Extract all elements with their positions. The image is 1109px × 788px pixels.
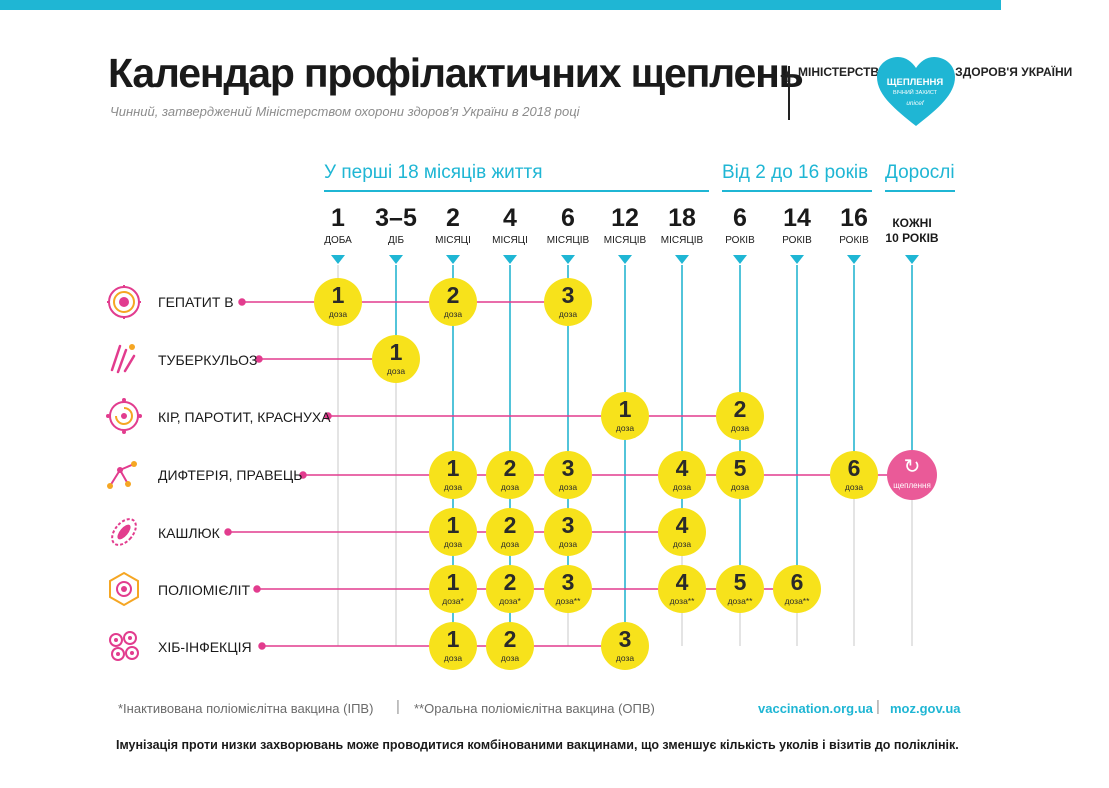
row-label-tuberculosis: ТУБЕРКУЛЬОЗ — [158, 352, 258, 368]
dose-diphtheria-tetanus-4: 4 доза — [658, 451, 706, 499]
unicef-logo: unicef — [906, 100, 924, 107]
footnote-separator: | — [396, 698, 400, 715]
dose-pertussis-3: 3 доза — [544, 508, 592, 556]
dose-polio-6: 6 доза** — [773, 565, 821, 613]
dose-diphtheria-tetanus-2: 2 доза — [486, 451, 534, 499]
dose-hib-2: 2 доза — [486, 622, 534, 670]
col-unit-16-years: РОКІВ — [839, 235, 869, 246]
col-unit-18-months: МІСЯЦІВ — [660, 235, 704, 246]
footnote-ipv: *Інактивована поліомієлітна вакцина (ІПВ… — [118, 701, 374, 716]
dose-hib-3: 3 доза — [601, 622, 649, 670]
dose-hepatitis-b-2: 2 доза — [429, 278, 477, 326]
dose-hib-1: 1 доза — [429, 622, 477, 670]
dose-polio-5: 5 доза** — [716, 565, 764, 613]
col-num-6-years: 6 — [733, 204, 747, 232]
col-num-18-months: 18 — [668, 204, 696, 232]
row-label-measles-mumps-rubella: КІР, ПАРОТИТ, КРАСНУХА — [158, 409, 331, 425]
col-num-12-months: 12 — [611, 204, 639, 232]
combined-vaccines-note: Імунізація проти низки захворювань може … — [116, 738, 959, 752]
pertussis-bacteria-icon — [111, 518, 137, 546]
link-separator: | — [876, 698, 880, 715]
footnote-opv: **Оральна поліомієлітна вакцина (ОПВ) — [414, 701, 655, 716]
dose-pertussis-4: 4 доза — [658, 508, 706, 556]
dose-diphtheria-tetanus-6: 6 доза — [830, 451, 878, 499]
col-num-1-day: 1 — [331, 204, 345, 232]
dose-pertussis-1: 1 доза — [429, 508, 477, 556]
col-unit-12-months: МІСЯЦІВ — [603, 235, 647, 246]
col-num-14-years: 14 — [783, 204, 811, 232]
repeat-arrow-icon: ↻ — [903, 456, 921, 478]
col-unit-3-5-days: ДІБ — [387, 235, 405, 246]
dose-diphtheria-tetanus-1: 1 доза — [429, 451, 477, 499]
hepatitis-b-virus-icon — [107, 285, 141, 319]
group-2-to-16-years: Від 2 до 16 років — [722, 162, 872, 192]
group-first-18-months: У перші 18 місяців життя — [324, 162, 709, 192]
row-label-pertussis: КАШЛЮК — [158, 525, 220, 541]
link-moz-gov-ua[interactable]: moz.gov.ua — [890, 701, 961, 716]
col-num-16-years: 16 — [840, 204, 868, 232]
diphtheria-bacteria-icon — [107, 461, 137, 489]
polio-virus-icon — [109, 571, 139, 607]
col-unit-4-months: МІСЯЦІ — [492, 235, 528, 246]
dose-mmr-2: 2 доза — [716, 392, 764, 440]
tuberculosis-bacteria-icon — [110, 344, 136, 374]
dose-polio-2: 2 доза* — [486, 565, 534, 613]
campaign-title: ЩЕПЛЕННЯ — [886, 77, 944, 88]
col-num-2-months: 2 — [446, 204, 460, 232]
row-label-hib-infection: ХІБ-ІНФЕКЦІЯ — [158, 639, 252, 655]
dose-polio-3: 3 доза** — [544, 565, 592, 613]
col-unit-6-years: РОКІВ — [725, 235, 755, 246]
campaign-subtitle: ВІЧНИЙ ЗАХИСТ — [892, 90, 938, 96]
row-label-diphtheria-tetanus: ДИФТЕРІЯ, ПРАВЕЦЬ — [158, 467, 303, 483]
trident-icon: ⚜ — [778, 68, 796, 90]
dose-diphtheria-tetanus-3: 3 доза — [544, 451, 592, 499]
col-unit-2-months: МІСЯЦІ — [435, 235, 471, 246]
dose-hepatitis-b-1: 1 доза — [314, 278, 362, 326]
row-label-hepatitis-b: ГЕПАТИТ В — [158, 294, 234, 310]
col-unit-1-day: ДОБА — [324, 235, 352, 246]
row-label-polio: ПОЛІОМІЄЛІТ — [158, 582, 251, 598]
hib-bacteria-icon — [109, 631, 139, 661]
col-num-3-5-days: 3–5 — [375, 204, 417, 232]
col-adults-every-10-years: КОЖНІ 10 РОКІВ — [885, 216, 939, 245]
heart-logo-icon — [877, 57, 955, 126]
dose-tuberculosis-1: 1 доза — [372, 335, 420, 383]
booster-every-10-years: ↻ щеплення — [887, 450, 937, 500]
dose-polio-1: 1 доза* — [429, 565, 477, 613]
dose-mmr-1: 1 доза — [601, 392, 649, 440]
dose-polio-4: 4 доза** — [658, 565, 706, 613]
col-unit-6-months: МІСЯЦІВ — [546, 235, 590, 246]
measles-virus-icon — [106, 398, 142, 434]
link-vaccination-org-ua[interactable]: vaccination.org.ua — [758, 701, 873, 716]
page-title: Календар профілактичних щеплень — [108, 50, 804, 96]
group-adults: Дорослі — [885, 162, 955, 192]
col-unit-14-years: РОКІВ — [782, 235, 812, 246]
dose-diphtheria-tetanus-5: 5 доза — [716, 451, 764, 499]
page-subtitle: Чинний, затверджений Міністерством охоро… — [110, 104, 580, 119]
dose-hepatitis-b-3: 3 доза — [544, 278, 592, 326]
col-num-4-months: 4 — [503, 204, 517, 232]
dose-pertussis-2: 2 доза — [486, 508, 534, 556]
top-accent-bar — [0, 0, 1001, 10]
col-num-6-months: 6 — [561, 204, 575, 232]
